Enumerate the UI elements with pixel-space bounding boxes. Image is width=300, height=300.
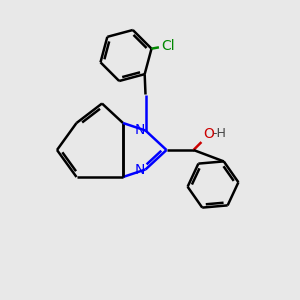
- Text: N: N: [135, 124, 145, 137]
- Text: Cl: Cl: [161, 39, 175, 53]
- Text: N: N: [135, 163, 145, 176]
- Text: -H: -H: [212, 127, 226, 140]
- Text: O: O: [203, 127, 214, 140]
